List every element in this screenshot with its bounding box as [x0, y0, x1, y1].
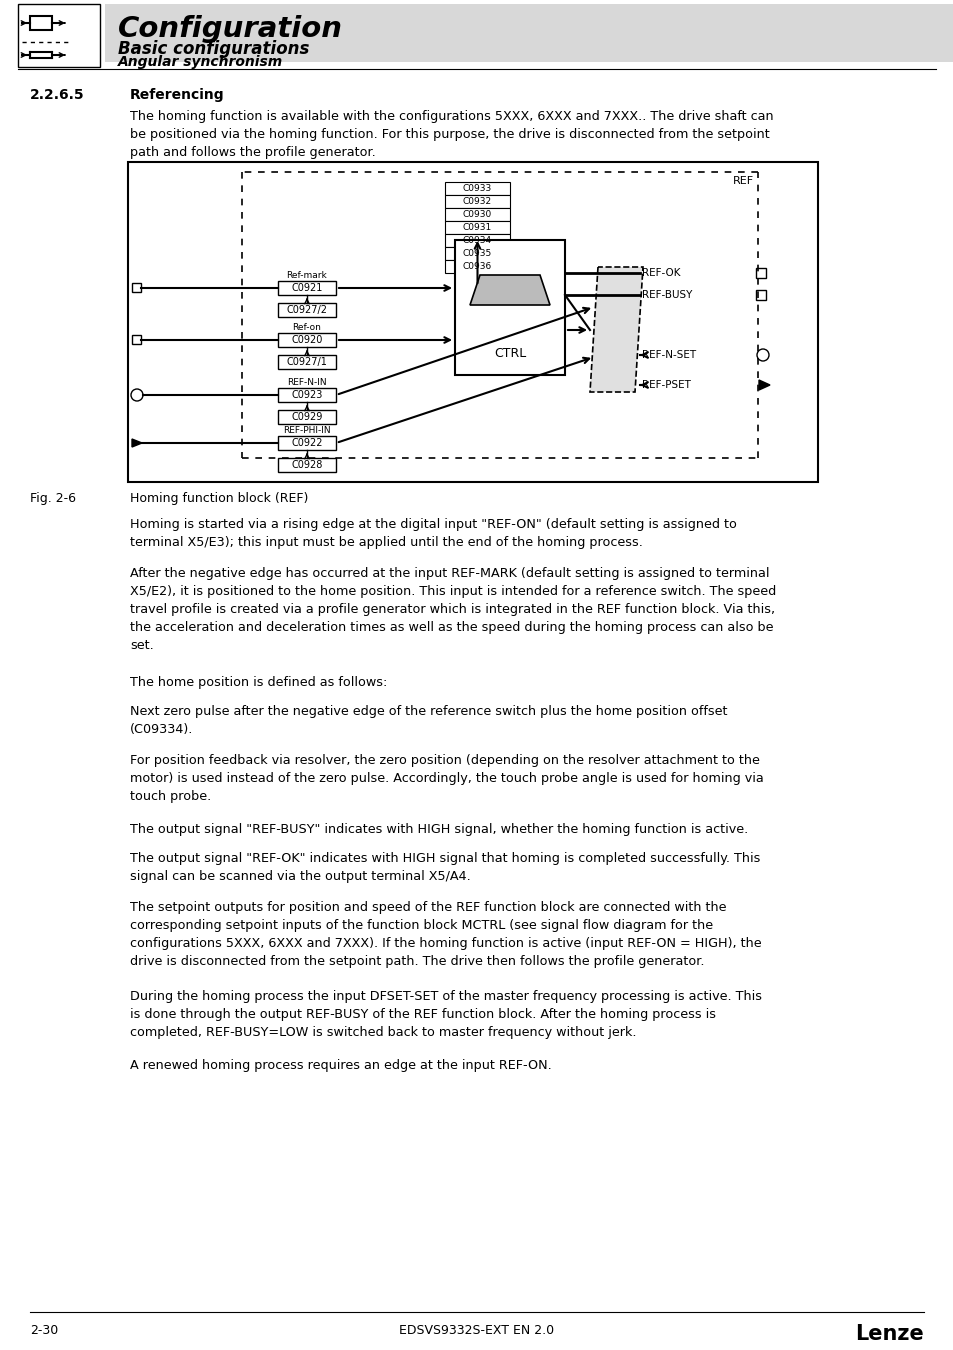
Text: C0927/1: C0927/1	[286, 356, 327, 367]
Text: REF-N-IN: REF-N-IN	[287, 378, 327, 387]
Text: C0929: C0929	[291, 412, 322, 423]
Text: C0923: C0923	[291, 390, 322, 400]
Text: Configuration: Configuration	[118, 15, 343, 43]
Text: Lenze: Lenze	[854, 1324, 923, 1345]
Bar	[18, 4, 100, 68]
Text: For position feedback via resolver, the zero position (depending on the resolver: For position feedback via resolver, the …	[130, 755, 763, 803]
Text: Next zero pulse after the negative edge of the reference switch plus the home po: Next zero pulse after the negative edge …	[130, 705, 727, 736]
Text: The homing function is available with the configurations 5XXX, 6XXX and 7XXX.. T: The homing function is available with th…	[130, 109, 773, 159]
Text: C0934: C0934	[462, 236, 492, 244]
Text: 2-30: 2-30	[30, 1324, 58, 1336]
Text: C0920: C0920	[291, 335, 322, 346]
Bar	[444, 208, 510, 221]
Bar	[132, 284, 141, 292]
Polygon shape	[470, 275, 550, 305]
Bar	[277, 436, 335, 450]
Text: Angular synchronism: Angular synchronism	[118, 55, 283, 69]
Text: C0935: C0935	[462, 248, 492, 258]
Text: The output signal "REF-BUSY" indicates with HIGH signal, whether the homing func: The output signal "REF-BUSY" indicates w…	[130, 824, 747, 836]
Circle shape	[757, 350, 768, 360]
Polygon shape	[589, 267, 642, 392]
Bar	[444, 234, 510, 247]
Text: C0927/2: C0927/2	[286, 305, 327, 315]
Text: 2.2.6.5: 2.2.6.5	[30, 88, 85, 103]
Text: REF: REF	[732, 176, 753, 186]
Bar	[277, 355, 335, 369]
Bar	[277, 281, 335, 296]
Text: During the homing process the input DFSET-SET of the master frequency processing: During the homing process the input DFSE…	[130, 990, 761, 1040]
Text: Basic configurations: Basic configurations	[118, 40, 309, 58]
Circle shape	[131, 389, 143, 401]
Bar	[277, 302, 335, 317]
Bar	[105, 4, 953, 62]
Text: C0936: C0936	[462, 262, 492, 271]
Bar	[755, 290, 765, 300]
Text: REF-OK: REF-OK	[641, 269, 679, 278]
Text: C0932: C0932	[462, 197, 492, 207]
Text: C0933: C0933	[462, 184, 492, 193]
Bar	[277, 387, 335, 402]
Polygon shape	[132, 439, 142, 447]
Text: Ref-on: Ref-on	[293, 323, 321, 332]
Text: After the negative edge has occurred at the input REF-MARK (default setting is a: After the negative edge has occurred at …	[130, 567, 776, 652]
Bar	[132, 335, 141, 344]
Bar	[277, 410, 335, 424]
Text: Ref-mark: Ref-mark	[286, 271, 327, 279]
Text: REF-PHI-IN: REF-PHI-IN	[283, 427, 331, 435]
Text: The output signal "REF-OK" indicates with HIGH signal that homing is completed s: The output signal "REF-OK" indicates wit…	[130, 852, 760, 883]
Text: C0922: C0922	[291, 437, 322, 448]
Text: Referencing: Referencing	[130, 88, 224, 103]
Bar	[444, 194, 510, 208]
Text: CTRL: CTRL	[494, 347, 525, 360]
Bar	[444, 182, 510, 194]
Bar	[455, 240, 564, 375]
Bar	[755, 269, 765, 278]
Text: EDSVS9332S-EXT EN 2.0: EDSVS9332S-EXT EN 2.0	[399, 1324, 554, 1336]
Text: Homing function block (REF): Homing function block (REF)	[130, 491, 308, 505]
Text: REF-N-SET: REF-N-SET	[641, 350, 696, 360]
Bar	[128, 162, 817, 482]
Bar	[277, 333, 335, 347]
Text: C0921: C0921	[291, 284, 322, 293]
Text: Homing is started via a rising edge at the digital input "REF-ON" (default setti: Homing is started via a rising edge at t…	[130, 518, 736, 549]
Text: REF-BUSY: REF-BUSY	[641, 290, 692, 300]
Text: REF-PSET: REF-PSET	[641, 379, 690, 390]
Text: The home position is defined as follows:: The home position is defined as follows:	[130, 676, 387, 688]
Bar	[444, 247, 510, 261]
Bar	[30, 16, 52, 30]
Bar	[277, 458, 335, 472]
Text: C0931: C0931	[462, 223, 492, 232]
Text: Fig. 2-6: Fig. 2-6	[30, 491, 76, 505]
Bar	[444, 261, 510, 273]
Bar	[444, 221, 510, 234]
Text: A renewed homing process requires an edge at the input REF-ON.: A renewed homing process requires an edg…	[130, 1060, 551, 1072]
Polygon shape	[759, 379, 769, 390]
Text: C0928: C0928	[291, 460, 322, 470]
Text: The setpoint outputs for position and speed of the REF function block are connec: The setpoint outputs for position and sp…	[130, 902, 760, 968]
Text: C0930: C0930	[462, 211, 492, 219]
